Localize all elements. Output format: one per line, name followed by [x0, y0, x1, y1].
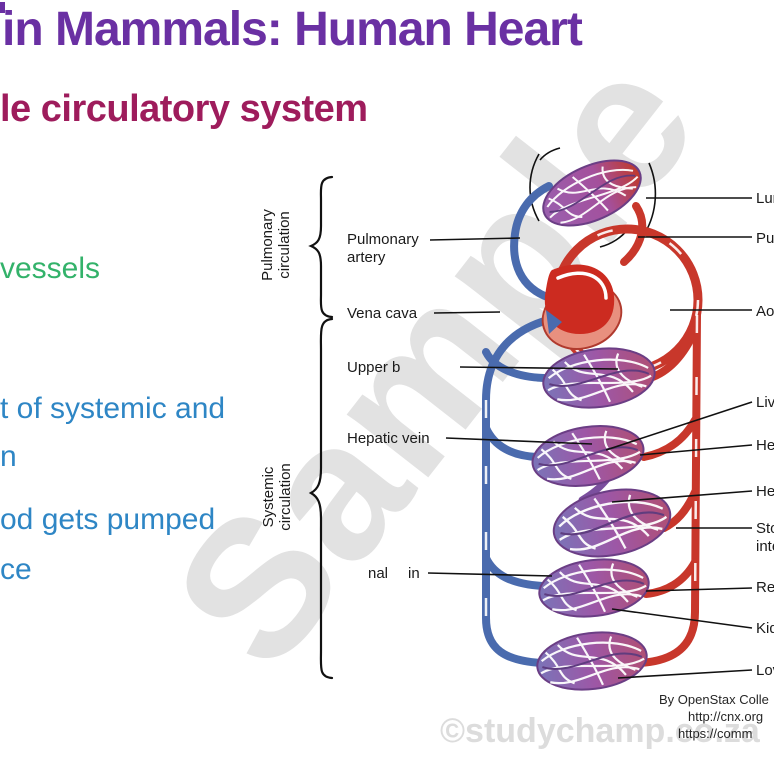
label-pulmonary-vein: Pu — [756, 230, 774, 247]
label-renal-vein-part1: nal — [368, 565, 388, 582]
label-hepatic-portal-vein: He — [756, 483, 774, 500]
descending-aorta-vessel — [636, 311, 701, 667]
leader-renal-artery — [645, 587, 753, 592]
heart — [541, 264, 623, 350]
leader-pulmonary-artery — [429, 237, 521, 241]
leader-hepatic-vein — [445, 437, 593, 445]
leader-lower-body — [617, 669, 753, 679]
label-renal-artery: Re — [756, 579, 774, 596]
bullet-fragment-pumped: od gets pumped — [0, 503, 216, 536]
bullet-fragment-vessels: vessels — [0, 252, 101, 285]
capillary-bed-stomach-intestines — [551, 484, 673, 562]
leader-liver — [605, 401, 753, 451]
systemic-brace — [308, 317, 334, 680]
capillary-bed-lungs — [537, 151, 647, 235]
leader-upper-body — [459, 366, 619, 370]
leader-kidneys — [611, 608, 753, 629]
label-pulmonary-artery-line1: Pulmonary — [347, 231, 419, 248]
bullet-fragment-ce: ce — [0, 553, 32, 586]
section-label-systemic-line1: Systemic — [260, 466, 277, 527]
section-label-pulmonary-line1: Pulmonary — [259, 209, 276, 281]
vein-branch-upper-body — [482, 348, 548, 382]
bullet-fragment-n: n — [0, 440, 17, 473]
renal-artery-vessel — [642, 558, 699, 598]
label-aorta: Ao — [756, 303, 774, 320]
leader-renal-vein — [427, 572, 553, 577]
label-lungs: Lun — [756, 190, 774, 207]
attribution-line-3: https://comm — [678, 726, 753, 741]
attribution-line-1: By OpenStax Colle — [659, 692, 769, 707]
leader-lines — [427, 197, 753, 679]
bullet-fragment-systemic: t of systemic and — [0, 392, 226, 425]
label-stomach-line2: inte — [756, 538, 774, 555]
label-pulmonary-artery-line2: artery — [347, 249, 386, 266]
label-kidneys: Kid — [756, 620, 774, 637]
capillary-bed-kidneys — [538, 555, 650, 621]
section-label-systemic-line2: circulation — [277, 463, 294, 531]
label-hepatic-artery: He — [756, 437, 774, 454]
section-label-pulmonary-line2: circulation — [276, 211, 293, 279]
leader-vena-cava — [433, 311, 501, 314]
slide-subtitle: le circulatory system — [0, 88, 368, 130]
pulmonary-brace — [308, 175, 334, 319]
label-renal-vein-part2: in — [408, 565, 420, 582]
vein-branch-kidneys — [482, 554, 546, 590]
vein-branch-liver — [482, 424, 542, 461]
hepatic-artery-vessel — [640, 416, 699, 461]
attribution-line-2: http://cnx.org — [688, 709, 764, 724]
label-lower-body: Lov — [756, 662, 774, 679]
slide-title: in Mammals: Human Heart — [2, 3, 583, 56]
leader-hepatic-portal — [611, 490, 753, 503]
site-watermark: ©studychamp.co.za — [440, 712, 760, 750]
pulmonary-artery-vessel — [510, 182, 554, 302]
truncated-glyph-sliver — [0, 2, 5, 13]
label-stomach-line1: Sto — [756, 520, 774, 537]
label-upper-body: Upper b — [347, 359, 400, 376]
label-liver: Liv — [756, 394, 774, 411]
leader-hepatic-artery — [639, 444, 753, 456]
capillary-bed-lower-body — [536, 628, 648, 694]
capillary-bed-liver — [531, 422, 645, 490]
label-vena-cava: Vena cava — [347, 305, 418, 322]
label-hepatic-vein: Hepatic vein — [347, 430, 430, 447]
aorta-flow-dashes — [554, 227, 700, 373]
capillary-bed-upper-body — [542, 345, 656, 411]
